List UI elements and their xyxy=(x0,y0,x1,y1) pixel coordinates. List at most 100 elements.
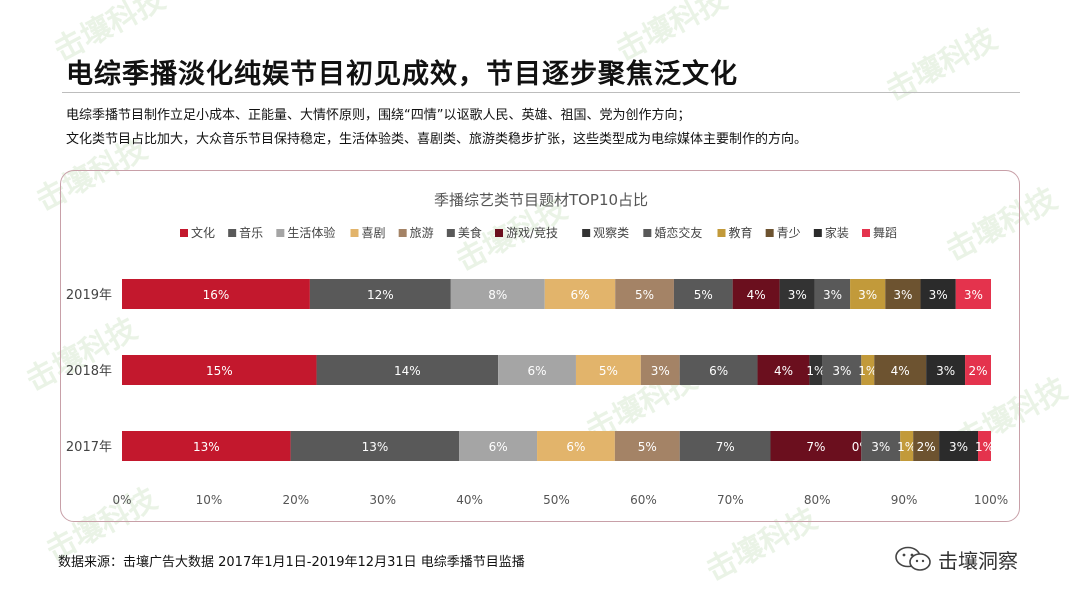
x-tick-label: 10% xyxy=(196,493,223,507)
brand-name: 击壤洞察 xyxy=(938,548,1018,573)
legend-label: 生活体验 xyxy=(287,225,335,240)
data-label: 3% xyxy=(871,440,890,454)
bar-segment xyxy=(900,431,914,461)
data-label: 2% xyxy=(969,364,988,378)
data-label: 15% xyxy=(206,364,233,378)
description-line-1: 电综季播节目制作立足小成本、正能量、大情怀原则，围绕“四情”以讴歌人民、英雄、祖… xyxy=(66,108,691,123)
data-label: 6% xyxy=(528,364,547,378)
data-label: 3% xyxy=(788,288,807,302)
data-label: 6% xyxy=(709,364,728,378)
bar-segment xyxy=(615,279,674,309)
data-label: 2% xyxy=(917,440,936,454)
bar-segment xyxy=(850,279,886,309)
data-label: 6% xyxy=(570,288,589,302)
data-label: 3% xyxy=(823,288,842,302)
bar-segment xyxy=(459,431,538,461)
data-label: 12% xyxy=(367,288,394,302)
title-divider xyxy=(62,92,1020,93)
page-title: 电综季播淡化纯娱节目初见成效，节目逐步聚焦泛文化 xyxy=(66,59,738,90)
bar-segment xyxy=(814,279,851,309)
bar-segment xyxy=(575,355,641,385)
data-label: 3% xyxy=(832,364,851,378)
bar-segment xyxy=(640,355,680,385)
x-tick-label: 20% xyxy=(282,493,309,507)
legend-label: 文化 xyxy=(191,225,215,240)
legend-label: 游戏/竞技 xyxy=(506,226,558,240)
x-axis: 0% 10% 20% 30% 40% 50% 60% 70% 80% 90% 100% xyxy=(112,493,1008,507)
data-label: 8% xyxy=(488,288,507,302)
x-tick-label: 100% xyxy=(974,493,1008,507)
chart-frame xyxy=(60,170,1020,522)
data-label: 6% xyxy=(566,440,585,454)
chart-legend: 文化 音乐 生活体验 喜剧 旅游 美食 游戏/竞技 观察类 婚恋交友 教育 青少 家装 舞蹈 xyxy=(180,225,897,240)
category-label: 2019年 xyxy=(66,288,112,303)
x-tick-label: 50% xyxy=(543,493,570,507)
bar-segment xyxy=(537,431,615,461)
legend-swatch xyxy=(643,229,652,237)
category-label: 2018年 xyxy=(66,364,112,379)
legend-swatch xyxy=(228,229,237,237)
legend-label: 喜剧 xyxy=(362,226,386,240)
bar-segment xyxy=(316,355,499,385)
legend-label: 青少 xyxy=(777,226,801,240)
x-tick-label: 60% xyxy=(630,493,657,507)
data-label: 5% xyxy=(635,288,654,302)
data-label: 3% xyxy=(893,288,912,302)
x-tick-label: 70% xyxy=(717,493,744,507)
bar-segment xyxy=(965,355,991,385)
bar-segment xyxy=(498,355,576,385)
data-label: 1% xyxy=(858,364,877,378)
data-label: 1% xyxy=(975,440,994,454)
x-tick-label: 0% xyxy=(112,493,131,507)
chart-title: 季播综艺类节目题材TOP10占比 xyxy=(434,191,648,209)
x-tick-label: 30% xyxy=(369,493,396,507)
data-label: 14% xyxy=(394,364,421,378)
legend-label: 美食 xyxy=(458,225,482,240)
x-tick-label: 90% xyxy=(891,493,918,507)
wechat-icon xyxy=(895,546,931,571)
data-label: 6% xyxy=(489,440,508,454)
bar-segment xyxy=(544,279,616,309)
data-label: 4% xyxy=(891,364,910,378)
data-label: 3% xyxy=(651,364,670,378)
bar-segment xyxy=(679,431,771,461)
category-label: 2017年 xyxy=(66,440,112,455)
legend-swatch xyxy=(446,229,455,237)
legend-label: 教育 xyxy=(729,225,753,240)
legend-swatch xyxy=(813,229,822,237)
data-label: 3% xyxy=(949,440,968,454)
legend-label: 旅游 xyxy=(410,226,434,240)
bar-segment xyxy=(809,355,823,385)
data-label: 5% xyxy=(638,440,657,454)
data-label: 1% xyxy=(897,440,916,454)
data-label: 16% xyxy=(203,288,230,302)
bar-segment xyxy=(679,355,758,385)
bar-segment xyxy=(122,279,310,309)
legend-label: 音乐 xyxy=(239,225,263,240)
bar-segment xyxy=(861,431,901,461)
data-label: 13% xyxy=(362,440,389,454)
data-label: 5% xyxy=(599,364,618,378)
legend-label: 婚恋交友 xyxy=(654,225,702,240)
legend-swatch xyxy=(717,229,726,237)
data-label: 7% xyxy=(716,440,735,454)
x-tick-label: 80% xyxy=(804,493,831,507)
bar-segment xyxy=(732,279,780,309)
data-label: 13% xyxy=(193,440,220,454)
bar-segment xyxy=(770,431,862,461)
legend-swatch xyxy=(350,229,359,237)
data-label: 3% xyxy=(964,288,983,302)
data-label: 3% xyxy=(936,364,955,378)
bar-segment xyxy=(309,279,451,309)
legend-label: 家装 xyxy=(825,225,849,240)
data-label: 3% xyxy=(929,288,948,302)
x-tick-label: 40% xyxy=(456,493,483,507)
legend-swatch xyxy=(398,229,407,237)
chart-bars: 2019年 16% 12% 8% 6% 5% 5% 4% 3% 3% 3% 3% 3% 3% 2018年 15… xyxy=(66,279,994,461)
bar-segment xyxy=(939,431,979,461)
bar-segment xyxy=(885,279,921,309)
bar-segment xyxy=(861,355,875,385)
data-source-note: 数据来源：击壤广告大数据 2017年1月1日-2019年12月31日 电综季播节… xyxy=(58,555,525,570)
legend-label: 观察类 xyxy=(593,226,629,240)
